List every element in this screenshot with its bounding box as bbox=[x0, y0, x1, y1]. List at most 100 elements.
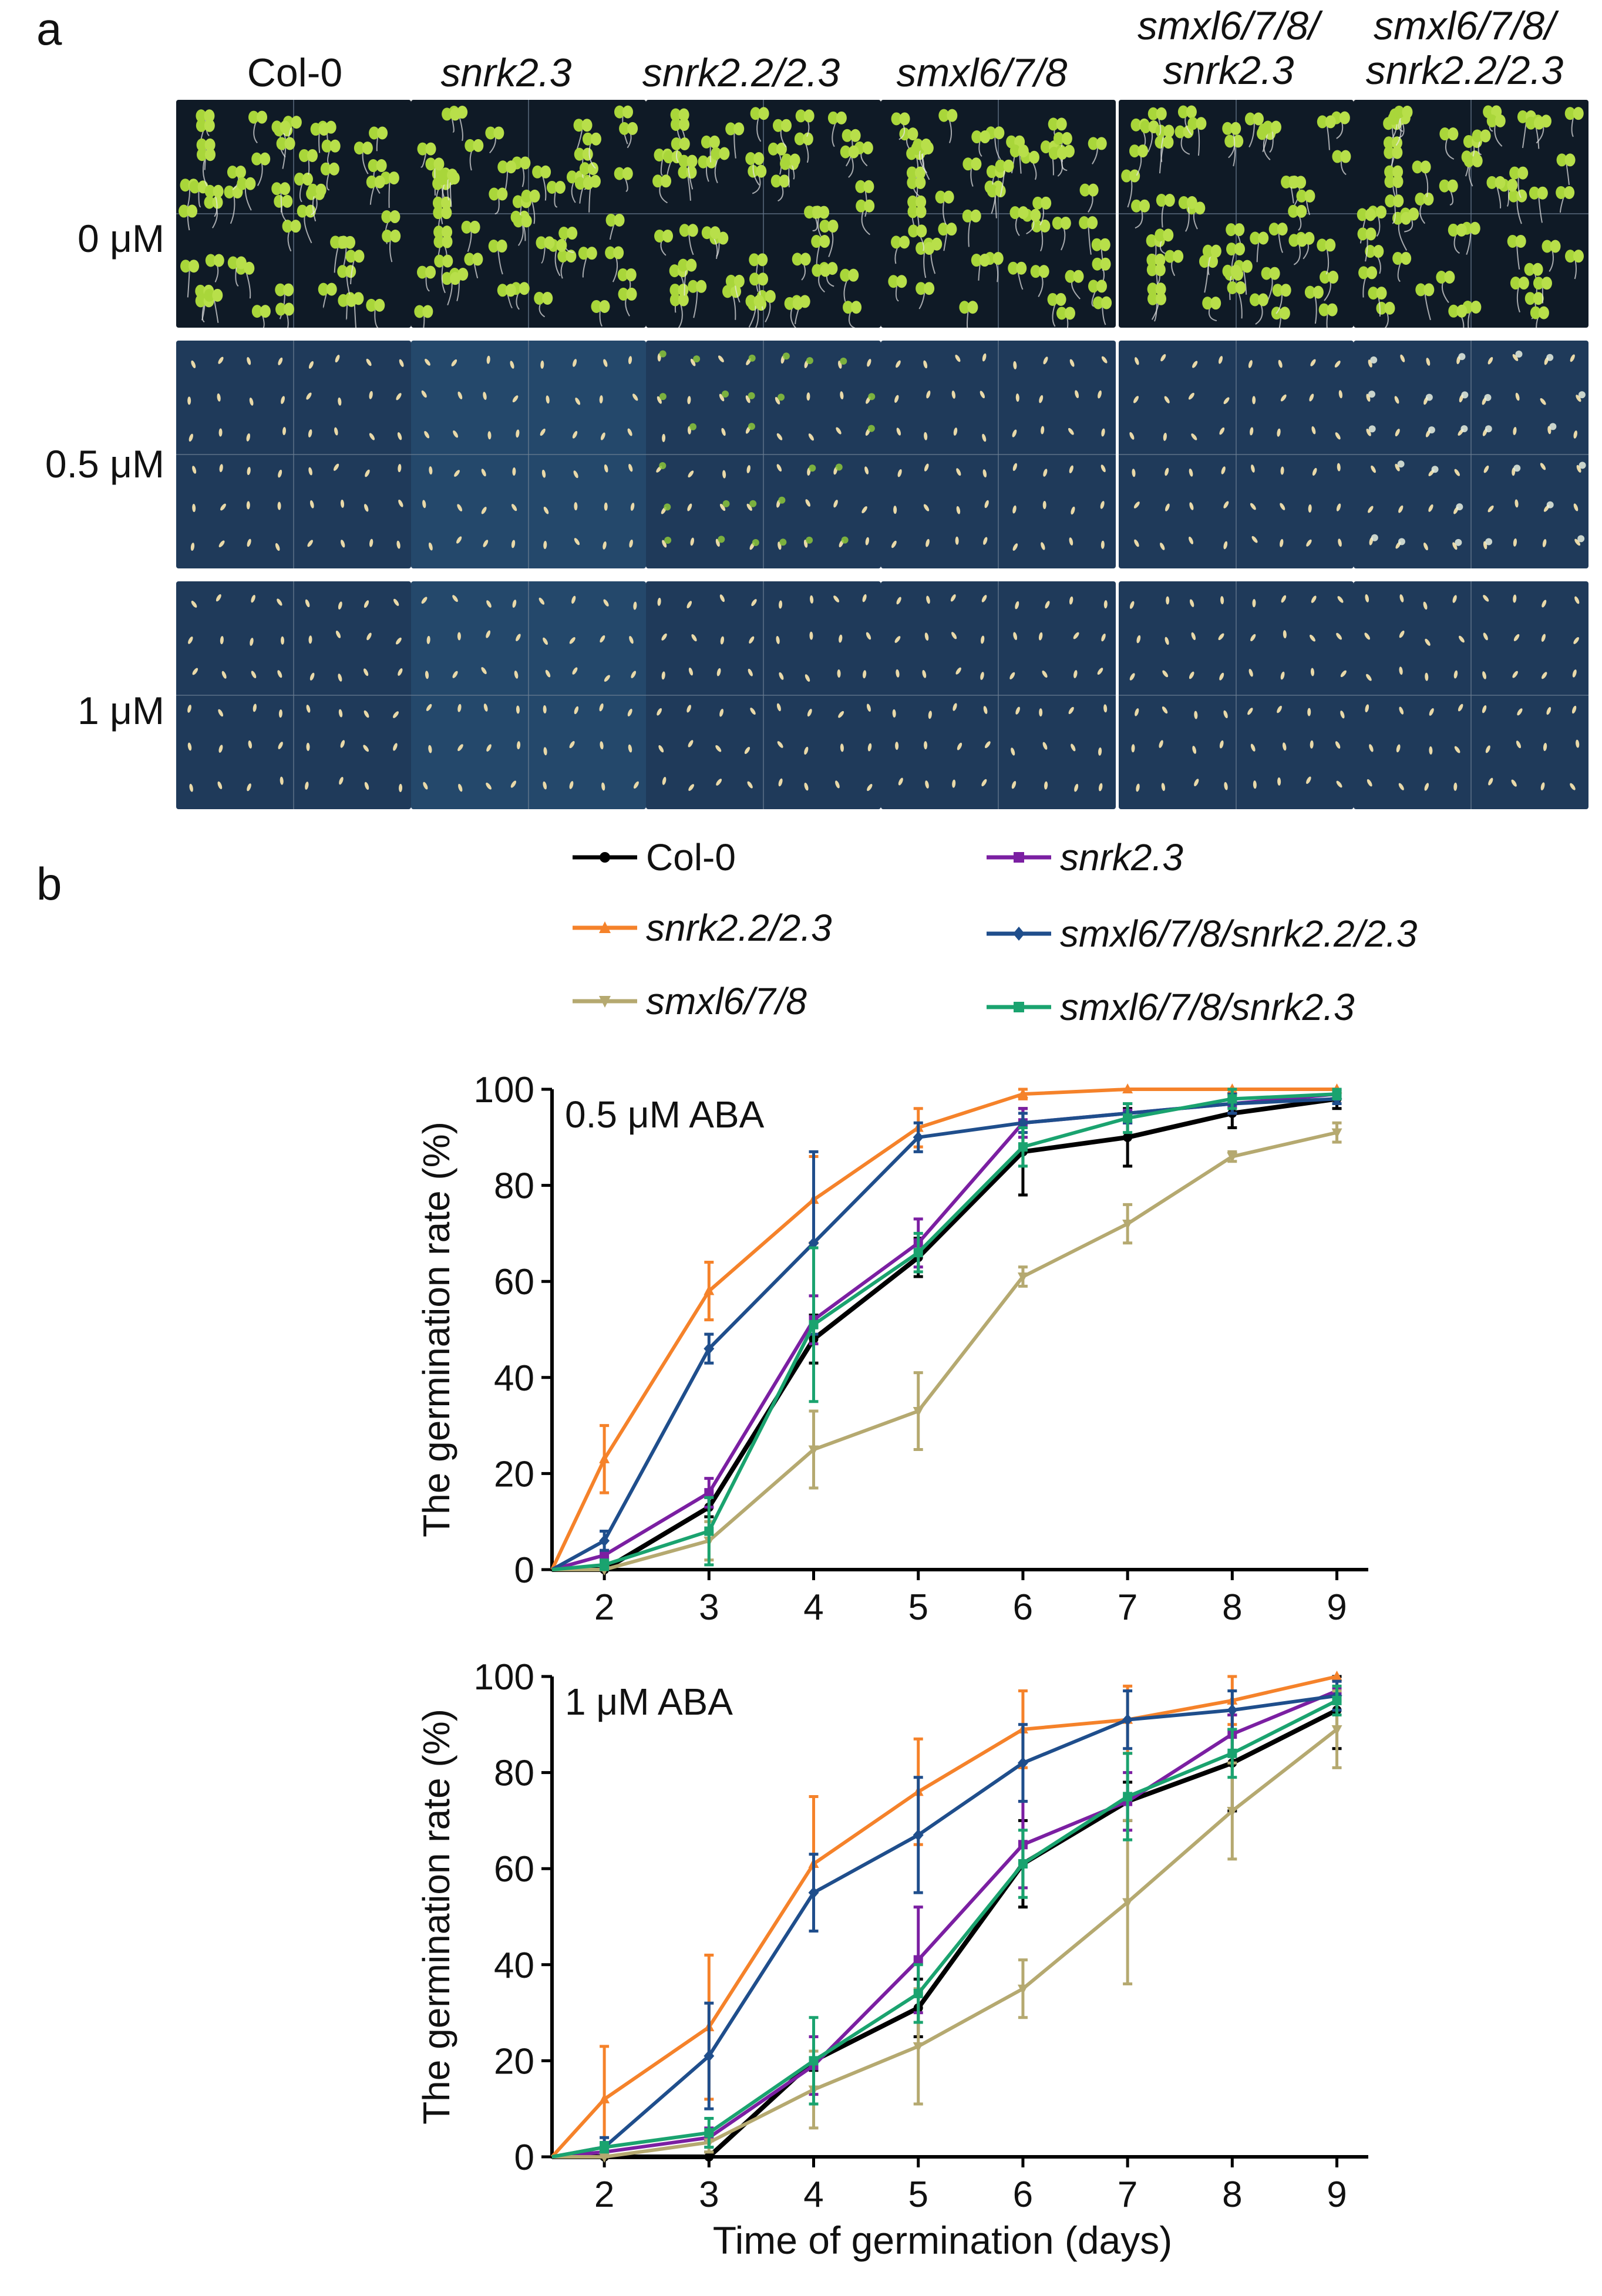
chart0-series-4-point-4 bbox=[913, 1407, 924, 1418]
chart1-xtick-label-3: 3 bbox=[699, 2174, 719, 2215]
chart1-series-3-point-5 bbox=[1017, 1757, 1028, 1769]
plate-r0-c3 bbox=[881, 100, 1116, 328]
legend-line-smxl678-snrk22-23 bbox=[987, 927, 1051, 941]
row-label-1uM: 1 μM bbox=[77, 689, 164, 732]
chart1-series-4-point-1 bbox=[599, 2153, 610, 2163]
plate-r1-c4 bbox=[1119, 341, 1354, 568]
chart0-series-4-point-7 bbox=[1227, 1152, 1238, 1163]
plate-r2-c3 bbox=[881, 581, 1116, 809]
plate-r0-c2 bbox=[646, 100, 881, 328]
column-header-snrk23: snrk2.3 bbox=[440, 51, 572, 95]
legend-label-snrk22-23: snrk2.2/2.3 bbox=[646, 907, 832, 949]
chart1-series-4-line bbox=[552, 1728, 1338, 2159]
chart1-series-0-point-2 bbox=[704, 2152, 714, 2162]
chart1-series-1-line bbox=[551, 1689, 1338, 2159]
plate-r2-c1 bbox=[411, 581, 646, 809]
legend-line-smxl678-snrk23 bbox=[987, 1002, 1051, 1012]
chart0-ytick-label-0: 0 bbox=[514, 1550, 534, 1591]
chart1-xtick-label-2: 2 bbox=[594, 2174, 614, 2215]
column-header-smxl678-snrk23: smxl6/7/8/ snrk2.3 bbox=[1137, 4, 1320, 93]
chart0-series-5-point-6 bbox=[1123, 1113, 1133, 1123]
chart0-series-0-line bbox=[552, 1096, 1338, 1572]
plate-r1-c0 bbox=[176, 341, 411, 568]
legend-label-smxl678-snrk22-23: smxl6/7/8/snrk2.2/2.3 bbox=[1060, 913, 1418, 955]
chart1-series-5-point-8 bbox=[1332, 1695, 1342, 1705]
chart0-ytick-label-60: 60 bbox=[494, 1262, 534, 1302]
chart1-series-3-point-3 bbox=[808, 1887, 819, 1899]
legend-line-snrk22-23 bbox=[573, 921, 637, 933]
chart0-series-5-point-7 bbox=[1227, 1094, 1237, 1104]
chart0-xtick-label-7: 7 bbox=[1118, 1587, 1137, 1628]
chart0-series-3-point-1 bbox=[599, 1534, 610, 1547]
chart0-ytick-label-100: 100 bbox=[474, 1070, 534, 1110]
row-label-05uM: 0.5 μM bbox=[45, 442, 164, 486]
chart0-series-3-line bbox=[551, 1097, 1337, 1571]
chart0-series-1-point-1 bbox=[600, 1550, 610, 1560]
plate-r0-c1 bbox=[411, 100, 646, 328]
legend-label-smxl678: smxl6/7/8 bbox=[646, 980, 807, 1022]
chart1-series-3-point-7 bbox=[1227, 1704, 1238, 1716]
chart1-ytick-label-20: 20 bbox=[494, 2041, 534, 2082]
legend-label-snrk23: snrk2.3 bbox=[1060, 836, 1183, 878]
chart1-ytick-label-60: 60 bbox=[494, 1849, 534, 1890]
chart1-ytick-label-80: 80 bbox=[494, 1753, 534, 1794]
chart0-series-5-point-3 bbox=[809, 1319, 819, 1329]
chart0-series-5-point-4 bbox=[913, 1248, 923, 1258]
plate-r0-c5 bbox=[1354, 100, 1588, 328]
chart0-series-3-point-3 bbox=[808, 1237, 819, 1249]
chart1-series-5-point-3 bbox=[809, 2056, 819, 2066]
chart1-series-3-point-6 bbox=[1122, 1713, 1133, 1726]
chart0-xtick-label-3: 3 bbox=[699, 1587, 719, 1628]
chart1-series-4-point-5 bbox=[1017, 1984, 1028, 1995]
chart1-series-2-point-8 bbox=[1331, 1671, 1342, 1681]
chart0-series-2-point-5 bbox=[1017, 1088, 1028, 1099]
legend-label-smxl678-snrk23: smxl6/7/8/snrk2.3 bbox=[1060, 986, 1355, 1028]
chart1-series-4-point-4 bbox=[913, 2042, 924, 2052]
chart1-xtick-label-5: 5 bbox=[908, 2174, 928, 2215]
chart1-xtick-label-9: 9 bbox=[1327, 2174, 1347, 2215]
chart1-ytick-label-0: 0 bbox=[514, 2137, 534, 2178]
chart0-xtick-label-9: 9 bbox=[1327, 1587, 1347, 1628]
chart0-series-2-point-2 bbox=[704, 1285, 715, 1295]
legend-label-col0: Col-0 bbox=[646, 836, 736, 878]
legend-line-snrk23 bbox=[987, 852, 1051, 863]
chart1-xtick-label-7: 7 bbox=[1118, 2174, 1137, 2215]
plate-r2-c5 bbox=[1354, 581, 1588, 809]
legend-line-col0 bbox=[573, 852, 637, 863]
panel-a-letter: a bbox=[36, 3, 62, 55]
chart0-series-1-point-2 bbox=[704, 1488, 714, 1498]
plate-r0-c4 bbox=[1119, 100, 1354, 328]
chart0-series-4-point-6 bbox=[1122, 1220, 1133, 1230]
chart1-xtick-label-8: 8 bbox=[1222, 2174, 1242, 2215]
chart1-xlabel: Time of germination (days) bbox=[713, 2218, 1173, 2262]
chart0-series-5-point-2 bbox=[704, 1526, 714, 1536]
chart1-series-2-point-1 bbox=[599, 2093, 610, 2103]
chart0-series-5-point-1 bbox=[600, 1560, 610, 1570]
chart0-series-5-point-5 bbox=[1018, 1142, 1028, 1152]
chart1-series-4-point-8 bbox=[1331, 1725, 1342, 1735]
legend-line-smxl678 bbox=[573, 996, 637, 1008]
chart0-ylabel: The germination rate (%) bbox=[415, 1122, 457, 1537]
chart1-title: 1 μM ABA bbox=[565, 1681, 733, 1723]
chart0-series-3-point-5 bbox=[1017, 1117, 1028, 1129]
chart1-series-2-line bbox=[550, 1675, 1338, 2159]
chart0-xtick-label-5: 5 bbox=[908, 1587, 928, 1628]
chart1-ytick-label-40: 40 bbox=[494, 1945, 534, 1986]
plate-r1-c2 bbox=[646, 341, 881, 568]
chart0-ytick-label-20: 20 bbox=[494, 1454, 534, 1494]
chart0-series-4-point-3 bbox=[808, 1445, 819, 1456]
chart1-ytick-label-100: 100 bbox=[474, 1657, 534, 1698]
chart1-series-5-point-7 bbox=[1227, 1748, 1237, 1758]
chart1-series-5-point-6 bbox=[1123, 1792, 1133, 1802]
chart1-series-4-point-6 bbox=[1122, 1898, 1133, 1908]
chart1-series-1-point-4 bbox=[913, 1955, 923, 1965]
chart1-xtick-label-4: 4 bbox=[803, 2174, 823, 2215]
chart0-series-2-point-6 bbox=[1122, 1083, 1133, 1093]
plate-r1-c1 bbox=[411, 341, 646, 568]
plate-r2-c4 bbox=[1119, 581, 1354, 809]
column-header-smxl678-snrk22-23: smxl6/7/8/ snrk2.2/2.3 bbox=[1365, 4, 1564, 93]
plate-r2-c2 bbox=[646, 581, 881, 809]
chart0-xtick-label-8: 8 bbox=[1222, 1587, 1242, 1628]
chart1-series-3-point-2 bbox=[704, 2050, 715, 2062]
